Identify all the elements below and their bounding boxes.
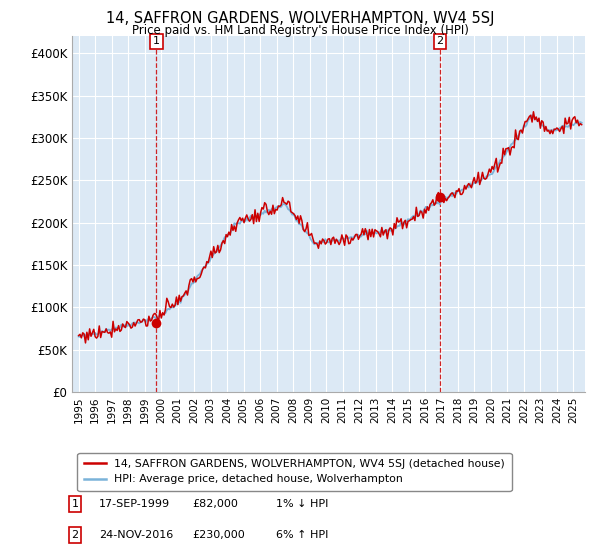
Text: 24-NOV-2016: 24-NOV-2016 bbox=[99, 530, 173, 540]
Text: £82,000: £82,000 bbox=[192, 499, 238, 509]
Legend: 14, SAFFRON GARDENS, WOLVERHAMPTON, WV4 5SJ (detached house), HPI: Average price: 14, SAFFRON GARDENS, WOLVERHAMPTON, WV4 … bbox=[77, 452, 511, 491]
Text: 14, SAFFRON GARDENS, WOLVERHAMPTON, WV4 5SJ: 14, SAFFRON GARDENS, WOLVERHAMPTON, WV4 … bbox=[106, 11, 494, 26]
Text: 17-SEP-1999: 17-SEP-1999 bbox=[99, 499, 170, 509]
Text: 1: 1 bbox=[71, 499, 79, 509]
Text: 2: 2 bbox=[436, 36, 443, 46]
Text: 1% ↓ HPI: 1% ↓ HPI bbox=[276, 499, 328, 509]
Text: Price paid vs. HM Land Registry's House Price Index (HPI): Price paid vs. HM Land Registry's House … bbox=[131, 24, 469, 36]
Text: 1: 1 bbox=[153, 36, 160, 46]
Text: 6% ↑ HPI: 6% ↑ HPI bbox=[276, 530, 328, 540]
Text: £230,000: £230,000 bbox=[192, 530, 245, 540]
Text: 2: 2 bbox=[71, 530, 79, 540]
